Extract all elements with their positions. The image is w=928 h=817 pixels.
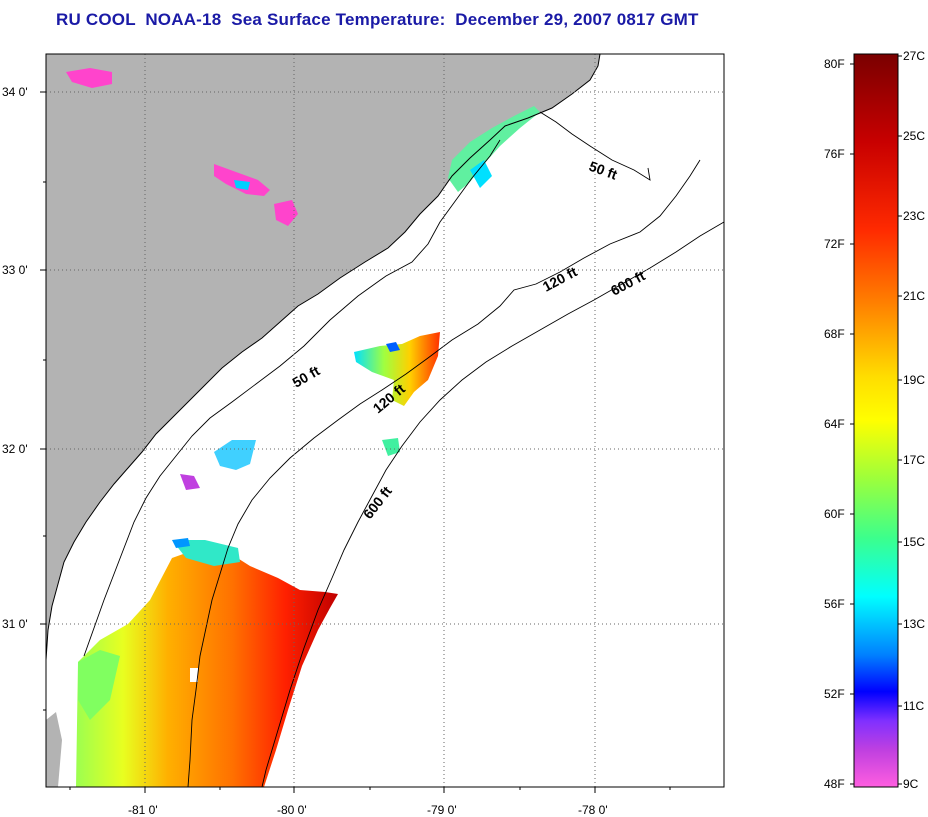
lake-patch-4 bbox=[66, 68, 112, 88]
colorbar-label-f: 76F bbox=[824, 147, 845, 161]
colorbar-label-c: 13C bbox=[903, 617, 926, 631]
colorbar-ticks bbox=[850, 55, 902, 785]
colorbar-label-c: 15C bbox=[903, 535, 926, 549]
lon-label-80: -80 0' bbox=[277, 803, 307, 817]
lon-label-81: -81 0' bbox=[128, 803, 158, 817]
lon-label-79: -79 0' bbox=[427, 803, 457, 817]
lake-patch-1 bbox=[214, 164, 270, 196]
sst-blue-spot bbox=[172, 538, 190, 548]
colorbar-label-f: 60F bbox=[824, 507, 845, 521]
colorbar-label-c: 11C bbox=[903, 699, 925, 713]
colorbar-label-f: 80F bbox=[824, 57, 845, 71]
colorbar-label-c: 17C bbox=[903, 453, 926, 467]
colorbar-label-c: 19C bbox=[903, 373, 926, 387]
colorbar-label-f: 48F bbox=[824, 777, 845, 791]
contour-50ft bbox=[83, 111, 651, 657]
colorbar-label-f: 64F bbox=[824, 417, 845, 431]
lat-label-32: 32 0' bbox=[2, 442, 28, 456]
colorbar-label-c: 23C bbox=[903, 209, 926, 223]
colorbar-label-f: 52F bbox=[824, 687, 845, 701]
colorbar-label-c: 27C bbox=[903, 49, 926, 63]
sst-mid-patch bbox=[354, 332, 440, 406]
axis-ticks bbox=[40, 91, 671, 793]
lat-label-34: 34 0' bbox=[2, 85, 28, 99]
land-mass bbox=[46, 54, 600, 787]
lat-lon-grid bbox=[46, 54, 724, 787]
colorbar bbox=[853, 53, 899, 788]
sst-small-patch-3 bbox=[180, 474, 200, 490]
colorbar-label-c: 25C bbox=[903, 129, 926, 143]
lat-label-31: 31 0' bbox=[2, 617, 28, 631]
colorbar-label-c: 21C bbox=[903, 289, 926, 303]
sst-green-edge bbox=[78, 650, 120, 720]
colorbar-label-f: 68F bbox=[824, 327, 845, 341]
contour-600ft bbox=[261, 221, 724, 787]
sst-mid-blue bbox=[386, 342, 400, 352]
island-shape bbox=[46, 712, 62, 787]
colorbar-label-f: 72F bbox=[824, 237, 845, 251]
lake-patch-3 bbox=[234, 180, 250, 190]
sst-gap bbox=[190, 668, 198, 682]
sst-small-patch-2 bbox=[214, 440, 256, 470]
sst-cyan-strip bbox=[172, 540, 240, 566]
colorbar-label-f: 56F bbox=[824, 597, 845, 611]
sst-warm-region bbox=[76, 548, 338, 787]
coastline bbox=[46, 54, 601, 661]
colorbar-label-c: 9C bbox=[903, 777, 919, 791]
sst-small-patch-1 bbox=[382, 438, 400, 456]
lat-label-33: 33 0' bbox=[2, 263, 28, 277]
lon-label-78: -78 0' bbox=[578, 803, 608, 817]
map-title: RU COOL NOAA-18 Sea Surface Temperature:… bbox=[56, 10, 699, 29]
sst-north-cyan bbox=[470, 160, 492, 188]
contour-120ft bbox=[187, 159, 701, 787]
map-frame bbox=[45, 53, 725, 788]
lake-patch-2 bbox=[274, 200, 298, 226]
